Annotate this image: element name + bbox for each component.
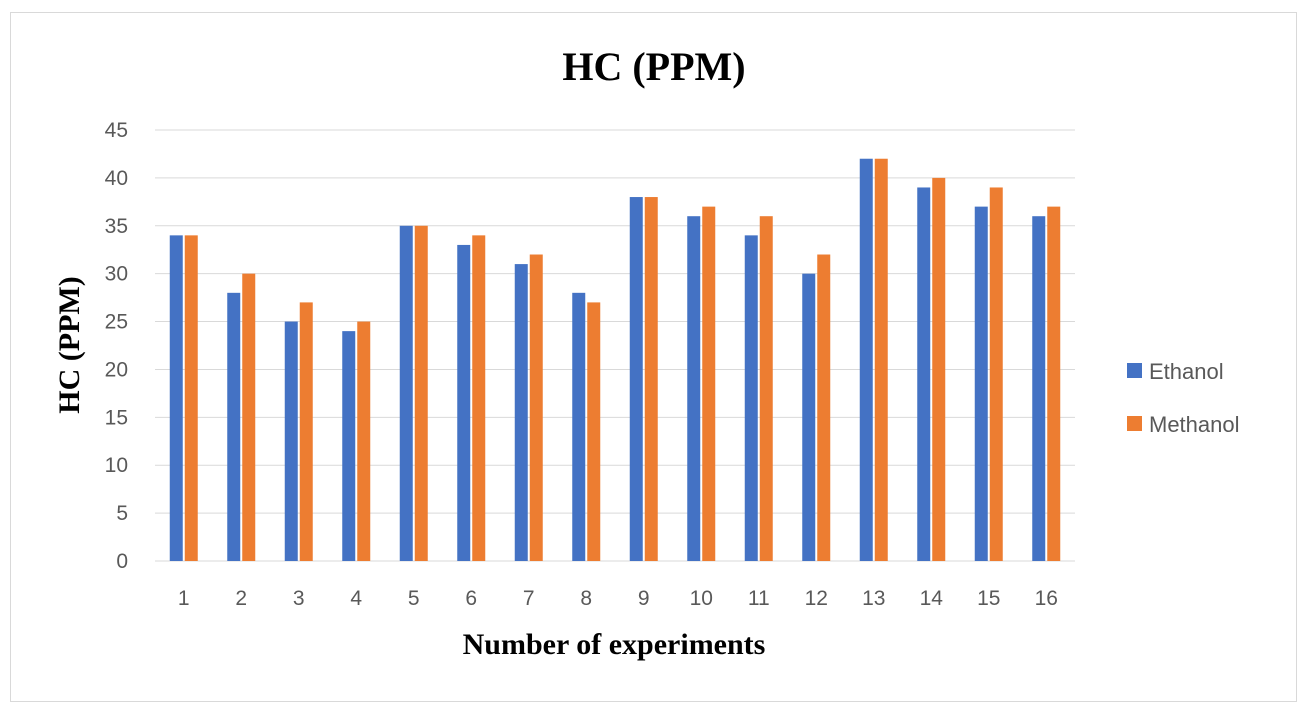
bar-methanol-12	[817, 254, 831, 561]
bar-methanol-1	[184, 235, 198, 561]
bar-ethanol-3	[284, 321, 298, 561]
x-axis-title: Number of experiments	[463, 628, 766, 661]
bar-ethanol-1	[169, 235, 183, 561]
y-tick-label: 35	[105, 215, 128, 238]
legend: Ethanol Methanol	[1127, 359, 1240, 437]
bar-methanol-9	[644, 197, 658, 562]
bar-ethanol-15	[974, 206, 988, 561]
y-tick-label: 5	[116, 502, 128, 525]
bar-ethanol-4	[342, 331, 356, 561]
bar-ethanol-9	[629, 197, 643, 562]
bar-ethanol-14	[917, 187, 931, 561]
legend-swatch-ethanol	[1127, 363, 1142, 378]
bar-methanol-8	[587, 302, 601, 561]
x-axis-ticks: 1 2 3 4 5 6 7 8 9 10 11 12 13 14 15 16	[178, 587, 1058, 610]
x-tick-label: 13	[862, 587, 885, 610]
bar-methanol-11	[759, 216, 773, 561]
bar-methanol-13	[874, 158, 888, 561]
y-tick-label: 45	[105, 119, 128, 142]
x-tick-label: 10	[690, 587, 713, 610]
y-tick-label: 10	[105, 454, 128, 477]
bar-methanol-5	[414, 225, 428, 561]
x-tick-label: 4	[350, 587, 362, 610]
bar-ethanol-13	[859, 158, 873, 561]
x-tick-label: 16	[1035, 587, 1058, 610]
bars	[169, 158, 1061, 562]
y-axis-title: HC (PPM)	[53, 276, 86, 413]
bar-methanol-6	[472, 235, 486, 561]
bar-methanol-7	[529, 254, 543, 561]
bar-methanol-16	[1047, 206, 1061, 561]
x-tick-label: 7	[523, 587, 535, 610]
bar-ethanol-6	[457, 244, 471, 561]
bar-methanol-10	[702, 206, 716, 561]
bar-methanol-14	[932, 177, 946, 561]
bar-methanol-2	[242, 273, 256, 561]
x-tick-label: 2	[235, 587, 247, 610]
x-tick-label: 14	[920, 587, 944, 610]
y-axis-ticks: 0 5 10 15 20 25 30 35 40 45	[105, 119, 128, 573]
y-tick-label: 0	[116, 550, 128, 573]
x-tick-label: 12	[805, 587, 828, 610]
x-tick-label: 5	[408, 587, 420, 610]
bar-methanol-3	[299, 302, 313, 561]
bar-ethanol-7	[514, 264, 528, 561]
chart-title: HC (PPM)	[562, 44, 745, 89]
y-tick-label: 30	[105, 263, 128, 286]
bar-ethanol-16	[1032, 216, 1046, 561]
y-tick-label: 40	[105, 167, 128, 190]
x-tick-label: 1	[178, 587, 190, 610]
bar-ethanol-10	[687, 216, 701, 561]
x-tick-label: 8	[580, 587, 592, 610]
x-tick-label: 9	[638, 587, 650, 610]
y-tick-label: 15	[105, 406, 128, 429]
x-tick-label: 3	[293, 587, 305, 610]
bar-methanol-15	[989, 187, 1003, 561]
y-tick-label: 25	[105, 311, 128, 334]
bar-ethanol-5	[399, 225, 413, 561]
bar-ethanol-8	[572, 292, 586, 561]
bar-ethanol-12	[802, 273, 816, 561]
bar-ethanol-2	[227, 292, 241, 561]
legend-label-methanol: Methanol	[1149, 412, 1240, 437]
bar-methanol-4	[357, 321, 371, 561]
legend-swatch-methanol	[1127, 416, 1142, 431]
x-tick-label: 11	[748, 587, 770, 610]
bar-ethanol-11	[744, 235, 758, 561]
legend-label-ethanol: Ethanol	[1149, 359, 1224, 384]
y-tick-label: 20	[105, 358, 128, 381]
x-tick-label: 6	[465, 587, 477, 610]
x-tick-label: 15	[977, 587, 1000, 610]
